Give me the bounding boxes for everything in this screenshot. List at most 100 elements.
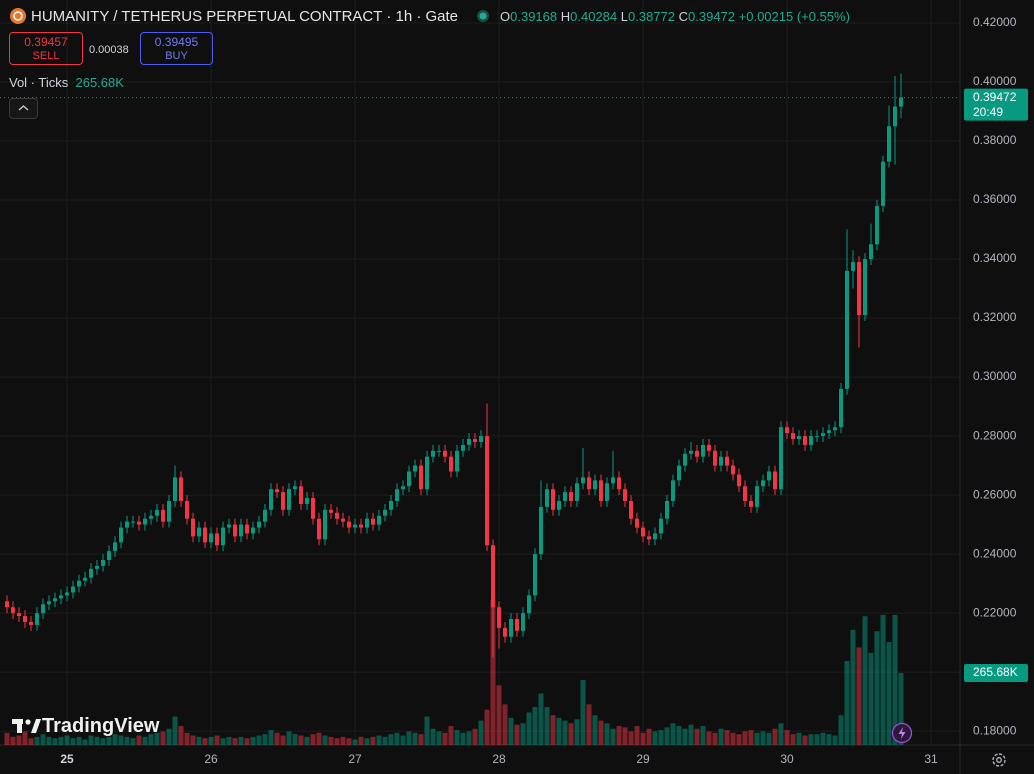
volume-bar bbox=[382, 736, 388, 745]
volume-bar bbox=[256, 735, 262, 745]
volume-bar bbox=[220, 738, 226, 745]
volume-bar bbox=[310, 734, 316, 745]
volume-bar bbox=[280, 735, 286, 745]
candle-body bbox=[203, 527, 207, 543]
symbol-icon bbox=[10, 8, 26, 24]
candle-body bbox=[575, 483, 579, 501]
candle-body bbox=[461, 444, 465, 451]
c-value: 0.39472 bbox=[688, 9, 736, 24]
candle-body bbox=[551, 489, 555, 510]
lightning-button[interactable] bbox=[891, 722, 913, 744]
volume-bar bbox=[544, 707, 550, 745]
volume-bar bbox=[862, 616, 868, 745]
candle-body bbox=[767, 471, 771, 481]
candle-body bbox=[689, 450, 693, 454]
volume-bar bbox=[616, 726, 622, 745]
volume-bar bbox=[178, 726, 184, 745]
volume-bar bbox=[850, 629, 856, 745]
plot-background bbox=[0, 0, 960, 745]
candle-body bbox=[455, 450, 459, 472]
volume-bar bbox=[268, 730, 274, 745]
settings-button[interactable] bbox=[990, 751, 1008, 769]
o-label: O bbox=[500, 9, 511, 24]
y-tick-label: 0.24000 bbox=[973, 546, 1017, 560]
y-tick-label: 0.18000 bbox=[973, 723, 1017, 737]
last-price-label: 0.39472 bbox=[973, 90, 1017, 104]
candle-body bbox=[683, 453, 687, 466]
candle-body bbox=[401, 486, 405, 490]
candle-body bbox=[875, 205, 879, 245]
volume-bar bbox=[448, 726, 454, 745]
candle-body bbox=[23, 616, 27, 622]
candle-body bbox=[371, 518, 375, 525]
x-tick-label: 25 bbox=[60, 752, 74, 766]
candle-body bbox=[257, 521, 261, 528]
volume-bar bbox=[430, 728, 436, 745]
volume-bar bbox=[100, 738, 106, 745]
volume-bar bbox=[892, 614, 898, 745]
candle-body bbox=[365, 518, 369, 528]
candle-body bbox=[515, 619, 519, 631]
volume-bar bbox=[262, 734, 268, 745]
candle-body bbox=[527, 595, 531, 614]
candle-body bbox=[11, 607, 15, 614]
buy-button[interactable]: 0.39495 BUY bbox=[140, 32, 213, 65]
y-tick-label: 0.22000 bbox=[973, 605, 1017, 619]
volume-bar bbox=[136, 735, 142, 745]
candle-body bbox=[299, 486, 303, 504]
candle-body bbox=[17, 613, 21, 617]
volume-bar bbox=[598, 720, 604, 745]
volume-bar bbox=[334, 738, 340, 745]
volume-bar bbox=[226, 736, 232, 745]
collapse-button[interactable] bbox=[9, 98, 38, 119]
volume-bar bbox=[400, 735, 406, 745]
volume-bar bbox=[640, 732, 646, 745]
volume-bar bbox=[520, 723, 526, 745]
candle-body bbox=[89, 568, 93, 578]
volume-bar bbox=[70, 738, 76, 745]
candle-body bbox=[263, 509, 267, 522]
sell-label: SELL bbox=[32, 50, 60, 62]
volume-bar bbox=[622, 727, 628, 745]
candle-body bbox=[47, 601, 51, 605]
candle-body bbox=[833, 427, 837, 431]
candle-body bbox=[431, 450, 435, 457]
volume-bar bbox=[190, 735, 196, 745]
volume-bar bbox=[556, 717, 562, 745]
candle-body bbox=[311, 498, 315, 519]
candle-body bbox=[377, 515, 381, 525]
volume-bar bbox=[610, 728, 616, 745]
volume-bar bbox=[454, 730, 460, 745]
volume-bar bbox=[304, 736, 310, 745]
sell-button[interactable]: 0.39457 SELL bbox=[9, 32, 83, 65]
candle-body bbox=[281, 492, 285, 510]
candle-body bbox=[449, 456, 453, 472]
volume-bar bbox=[778, 723, 784, 745]
candle-body bbox=[125, 521, 129, 528]
brand: TradingView bbox=[12, 714, 159, 738]
candle-body bbox=[821, 433, 825, 437]
c-label: C bbox=[678, 9, 689, 24]
volume-bar bbox=[40, 734, 46, 745]
candle-body bbox=[755, 486, 759, 507]
last-price-tag bbox=[964, 88, 1028, 121]
volume-bar bbox=[604, 723, 610, 745]
candle-body bbox=[287, 489, 291, 510]
volume-bar bbox=[238, 736, 244, 745]
candle-body bbox=[437, 450, 441, 452]
volume-bar bbox=[502, 704, 508, 745]
volume-bar bbox=[214, 735, 220, 745]
volume-bar bbox=[370, 736, 376, 745]
candle-body bbox=[611, 477, 615, 484]
volume-bar bbox=[346, 738, 352, 745]
volume-bar bbox=[76, 736, 82, 745]
volume-bar bbox=[322, 735, 328, 745]
candle-body bbox=[335, 512, 339, 519]
candle-body bbox=[53, 598, 57, 602]
candle-body bbox=[245, 524, 249, 534]
h-label: H bbox=[560, 9, 571, 24]
countdown-label: 20:49 bbox=[973, 105, 1003, 119]
candle-body bbox=[545, 489, 549, 507]
candle-body bbox=[521, 613, 525, 631]
